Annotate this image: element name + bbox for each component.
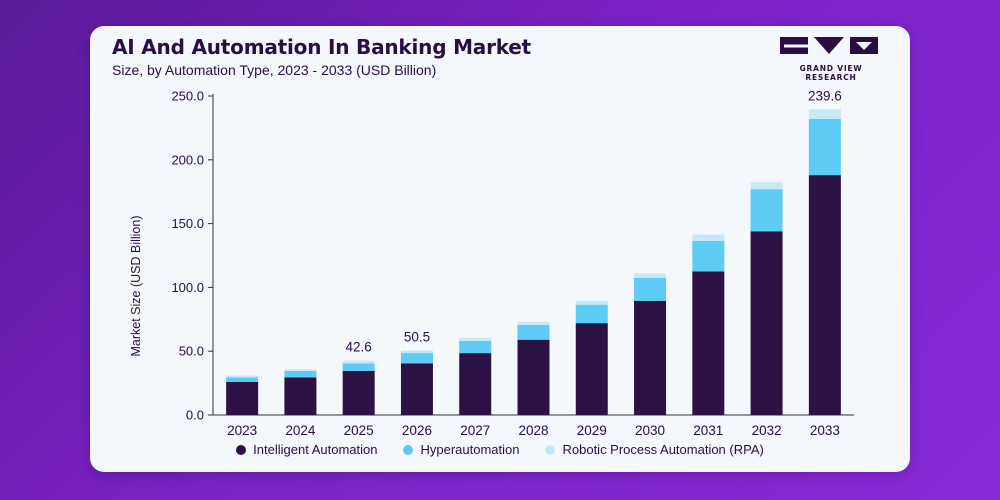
bar-robotic-process-automation-rpa-2028 (517, 321, 550, 326)
bar-hyperautomation-2024 (284, 370, 317, 378)
chart-card: AI And Automation In Banking Market Size… (90, 26, 910, 472)
legend-swatch-icon (545, 444, 556, 455)
stacked-bar-chart: Market Size (USD Billion) 0.0 50.0 100.0 15… (129, 88, 854, 438)
bar-intelligent-automation-2033 (808, 175, 841, 415)
data-label-2033: 239.6 (808, 88, 842, 103)
bar-hyperautomation-2030 (634, 277, 667, 301)
bar-robotic-process-automation-rpa-2029 (575, 300, 608, 305)
y-tick-label: 150.0 (171, 216, 204, 231)
chart-subtitle: Size, by Automation Type, 2023 - 2033 (U… (112, 62, 437, 78)
bar-intelligent-automation-2025 (342, 370, 375, 415)
bar-intelligent-automation-2028 (517, 339, 550, 415)
legend-label: Robotic Process Automation (RPA) (562, 442, 764, 457)
bar-intelligent-automation-2032 (750, 231, 783, 415)
bar-hyperautomation-2033 (808, 118, 841, 176)
legend-item: Hyperautomation (403, 442, 519, 457)
x-tick-label: 2024 (285, 423, 316, 438)
x-tick-label: 2031 (693, 423, 723, 438)
bar-robotic-process-automation-rpa-2026 (400, 350, 433, 354)
x-tick-label: 2025 (344, 423, 374, 438)
data-label-2025: 42.6 (346, 340, 372, 355)
y-tick-label: 0.0 (186, 408, 204, 423)
x-tick-label: 2033 (810, 423, 840, 438)
data-label-2026: 50.5 (404, 330, 430, 345)
legend-item: Robotic Process Automation (RPA) (545, 442, 764, 457)
grand-view-research-logo (780, 37, 878, 54)
legend-label: Hyperautomation (420, 442, 520, 457)
bar-hyperautomation-2023 (226, 377, 259, 382)
bar-hyperautomation-2025 (342, 363, 375, 371)
bar-robotic-process-automation-rpa-2033 (808, 109, 841, 119)
y-tick-label: 200.0 (171, 152, 204, 167)
bar-robotic-process-automation-rpa-2023 (226, 375, 259, 378)
x-tick-label: 2029 (577, 423, 607, 438)
bar-robotic-process-automation-rpa-2032 (750, 182, 783, 190)
bar-robotic-process-automation-rpa-2031 (692, 234, 725, 241)
x-tick-label: 2032 (752, 423, 782, 438)
bar-hyperautomation-2031 (692, 240, 725, 272)
bar-hyperautomation-2032 (750, 189, 783, 232)
bar-intelligent-automation-2023 (226, 381, 259, 415)
bar-intelligent-automation-2030 (634, 300, 667, 415)
bar-hyperautomation-2027 (459, 340, 492, 354)
x-tick-label: 2023 (227, 423, 257, 438)
chart-title: AI And Automation In Banking Market (112, 35, 532, 59)
chart-legend: Intelligent Automation Hyperautomation Rob… (90, 442, 910, 457)
x-tick-label: 2028 (518, 423, 548, 438)
legend-swatch-icon (403, 444, 414, 455)
legend-item: Intelligent Automation (236, 442, 377, 457)
y-tick-label: 100.0 (171, 280, 204, 295)
legend-swatch-icon (236, 444, 247, 455)
bar-hyperautomation-2029 (575, 304, 608, 324)
y-tick-label: 50.0 (179, 344, 204, 359)
bar-hyperautomation-2028 (517, 325, 550, 340)
bar-robotic-process-automation-rpa-2024 (284, 369, 317, 371)
y-axis-label: Market Size (USD Billion) (129, 215, 143, 356)
bar-intelligent-automation-2026 (400, 363, 433, 415)
bar-intelligent-automation-2029 (575, 323, 608, 415)
bar-intelligent-automation-2024 (284, 377, 317, 415)
bar-hyperautomation-2026 (400, 353, 433, 364)
bar-robotic-process-automation-rpa-2025 (342, 360, 375, 364)
logo-text: GRAND VIEW RESEARCH (799, 64, 863, 82)
legend-label: Intelligent Automation (253, 442, 378, 457)
y-tick-label: 250.0 (171, 89, 204, 104)
bar-robotic-process-automation-rpa-2030 (634, 273, 667, 278)
x-tick-label: 2030 (635, 423, 665, 438)
x-tick-label: 2027 (460, 423, 490, 438)
x-tick-label: 2026 (402, 423, 432, 438)
bar-intelligent-automation-2027 (459, 353, 492, 415)
bar-robotic-process-automation-rpa-2027 (459, 337, 492, 341)
bar-intelligent-automation-2031 (692, 271, 725, 415)
